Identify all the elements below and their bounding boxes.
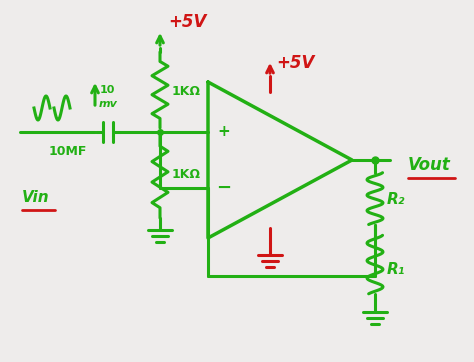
Text: 1KΩ: 1KΩ xyxy=(172,168,201,181)
Text: −: − xyxy=(217,179,232,197)
Text: +5V: +5V xyxy=(168,13,206,31)
Text: mv: mv xyxy=(99,99,118,109)
Text: +5V: +5V xyxy=(276,54,314,72)
Text: Vin: Vin xyxy=(22,190,50,206)
Text: R₁: R₁ xyxy=(387,262,405,278)
Text: 10MF: 10MF xyxy=(49,146,87,159)
Text: 10: 10 xyxy=(100,85,115,95)
Text: R₂: R₂ xyxy=(387,191,405,206)
Text: 1KΩ: 1KΩ xyxy=(172,85,201,98)
Text: Vout: Vout xyxy=(408,156,451,174)
Text: +: + xyxy=(218,125,230,139)
